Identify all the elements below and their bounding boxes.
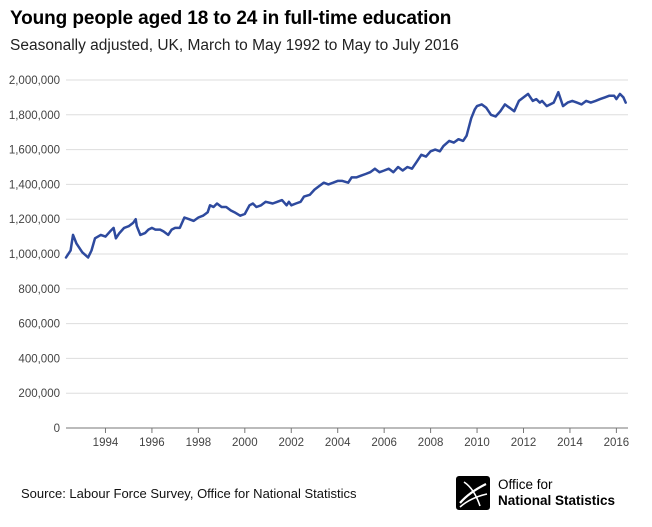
y-tick-label: 400,000 <box>18 353 60 365</box>
x-tick-label: 2000 <box>232 437 258 449</box>
y-tick-label: 0 <box>54 423 60 435</box>
x-tick-label: 2010 <box>464 437 490 449</box>
y-tick-label: 200,000 <box>18 388 60 400</box>
chart-subtitle: Seasonally adjusted, UK, March to May 19… <box>10 37 459 54</box>
y-tick-label: 1,800,000 <box>9 110 60 122</box>
source-note: Source: Labour Force Survey, Office for … <box>21 486 357 501</box>
chart-title: Young people aged 18 to 24 in full-time … <box>10 8 452 29</box>
y-tick-label: 1,200,000 <box>9 214 60 226</box>
x-tick-label: 2004 <box>325 437 351 449</box>
x-tick-label: 2008 <box>418 437 444 449</box>
y-tick-label: 1,600,000 <box>9 145 60 157</box>
x-tick-label: 1996 <box>139 437 165 449</box>
y-tick-label: 2,000,000 <box>9 75 60 87</box>
ons-logo-icon <box>456 476 490 510</box>
y-tick-label: 1,400,000 <box>9 179 60 191</box>
x-tick-label: 1994 <box>93 437 119 449</box>
series-layer <box>64 90 627 259</box>
logo-line-1: Office for <box>498 477 553 492</box>
x-tick-label: 2002 <box>278 437 304 449</box>
logo-line-2: National Statistics <box>498 493 616 508</box>
y-tick-label: 800,000 <box>18 284 60 296</box>
x-tick-label: 2012 <box>511 437 537 449</box>
series-line <box>64 90 627 259</box>
x-tick-label: 2016 <box>604 437 630 449</box>
ons-logo: Office for National Statistics <box>456 476 636 516</box>
y-tick-label: 1,000,000 <box>9 249 60 261</box>
grid-lines <box>66 79 628 394</box>
x-tick-label: 1998 <box>186 437 212 449</box>
axes: 0 200,000 400,000 600,000 800,000 1,000,000 1,… <box>9 75 629 449</box>
y-tick-label: 600,000 <box>18 319 60 331</box>
x-tick-label: 2014 <box>557 437 583 449</box>
x-tick-label: 2006 <box>371 437 397 449</box>
